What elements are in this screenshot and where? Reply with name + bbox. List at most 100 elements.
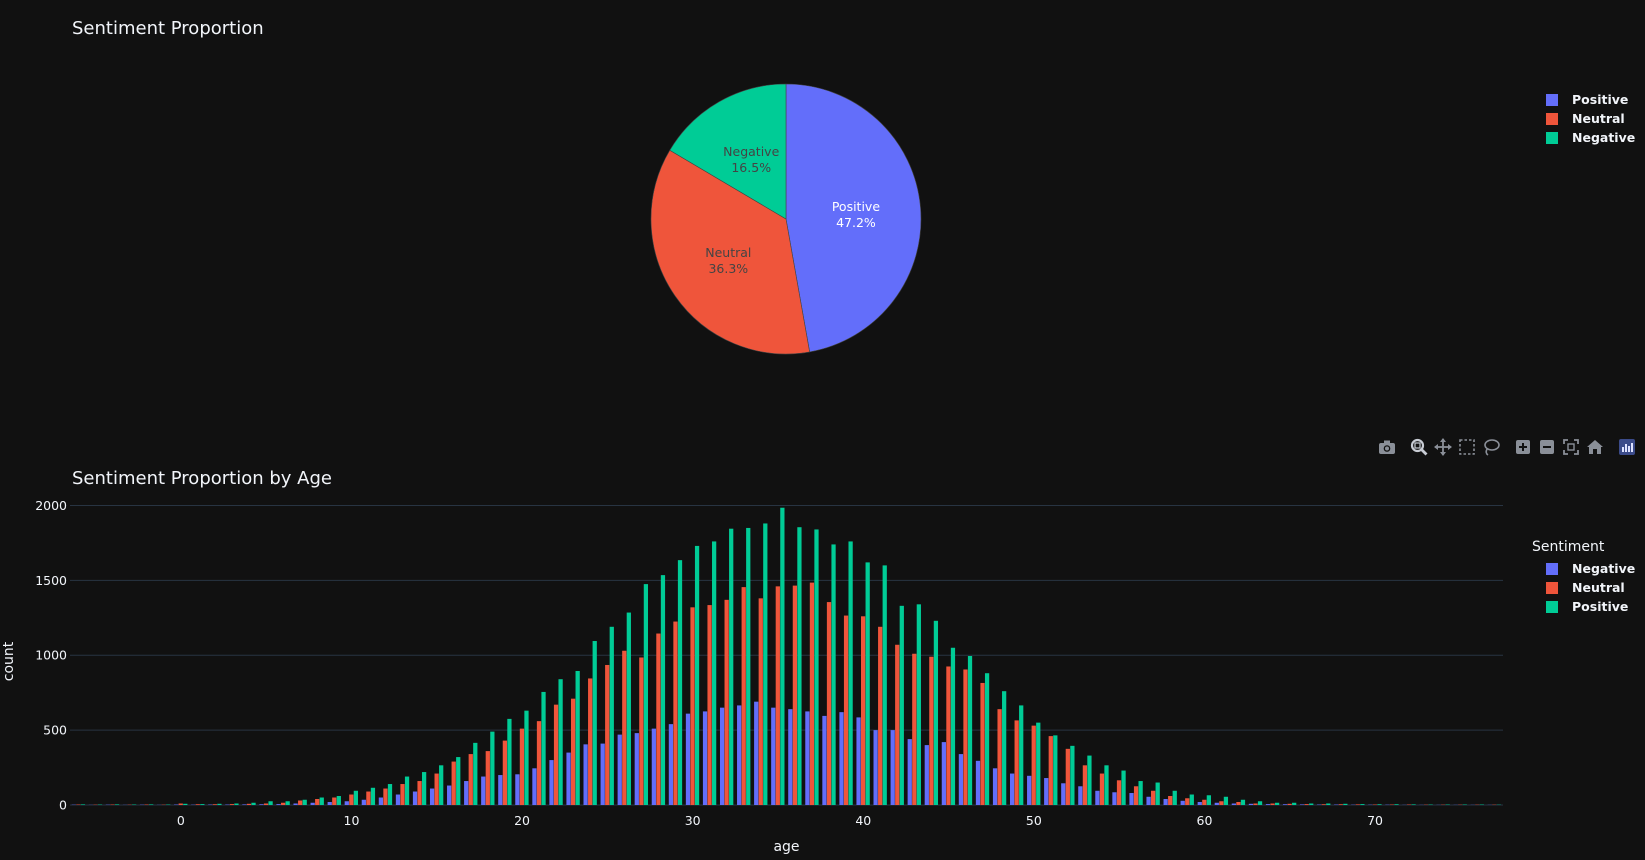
bar-negative[interactable] — [1061, 783, 1065, 805]
bar-negative[interactable] — [242, 804, 246, 805]
bar-negative[interactable] — [1146, 797, 1150, 805]
bar-neutral[interactable] — [980, 683, 984, 805]
bar-neutral[interactable] — [196, 804, 200, 805]
bar-positive[interactable] — [968, 656, 972, 805]
bar-neutral[interactable] — [537, 721, 541, 805]
bar-negative[interactable] — [686, 714, 690, 805]
bar-negative[interactable] — [1164, 799, 1168, 805]
bar-neutral[interactable] — [452, 762, 456, 805]
bar-legend-item-negative[interactable]: Negative — [1546, 559, 1635, 578]
bar-positive[interactable] — [115, 804, 119, 805]
bar-negative[interactable] — [822, 716, 826, 805]
bar-positive[interactable] — [1343, 804, 1347, 805]
bar-negative[interactable] — [276, 804, 280, 805]
bar-positive[interactable] — [985, 673, 989, 805]
bar-positive[interactable] — [1326, 804, 1330, 805]
bar-positive[interactable] — [848, 541, 852, 805]
bar-neutral[interactable] — [435, 774, 439, 805]
pie-legend-item-positive[interactable]: Positive — [1546, 90, 1635, 109]
bar-legend-item-positive[interactable]: Positive — [1546, 597, 1635, 616]
bar-neutral[interactable] — [1049, 736, 1053, 805]
bar-neutral[interactable] — [332, 798, 336, 805]
bar-negative[interactable] — [1078, 786, 1082, 805]
bar-negative[interactable] — [566, 753, 570, 805]
bar-positive[interactable] — [234, 804, 238, 805]
bar-negative[interactable] — [293, 804, 297, 805]
bar-negative[interactable] — [874, 730, 878, 805]
bar-positive[interactable] — [1121, 771, 1125, 805]
bar-positive[interactable] — [371, 788, 375, 805]
bar-positive[interactable] — [695, 546, 699, 805]
bar-positive[interactable] — [183, 804, 187, 805]
bar-negative[interactable] — [754, 702, 758, 805]
bar-chart[interactable]: 05001000150020000 10 20 30 40 50 60 70agecount — [0, 460, 1645, 860]
bar-positive[interactable] — [644, 584, 648, 805]
bar-neutral[interactable] — [929, 657, 933, 805]
bar-neutral[interactable] — [946, 666, 950, 805]
bar-positive[interactable] — [1411, 804, 1415, 805]
bar-neutral[interactable] — [554, 705, 558, 805]
bar-neutral[interactable] — [895, 645, 899, 805]
bar-negative[interactable] — [1112, 792, 1116, 805]
bar-positive[interactable] — [1036, 723, 1040, 805]
bar-neutral[interactable] — [793, 586, 797, 805]
bar-negative[interactable] — [328, 802, 332, 805]
bar-neutral[interactable] — [1134, 786, 1138, 805]
bar-neutral[interactable] — [997, 709, 1001, 805]
bar-neutral[interactable] — [656, 634, 660, 805]
bar-positive[interactable] — [149, 804, 153, 805]
bar-positive[interactable] — [814, 529, 818, 805]
bar-positive[interactable] — [678, 560, 682, 805]
bar-negative[interactable] — [1215, 803, 1219, 805]
bar-positive[interactable] — [712, 541, 716, 805]
bar-neutral[interactable] — [281, 803, 285, 805]
bar-neutral[interactable] — [1117, 780, 1121, 805]
bar-positive[interactable] — [268, 801, 272, 805]
bar-negative[interactable] — [430, 789, 434, 805]
bar-positive[interactable] — [1224, 797, 1228, 805]
bar-positive[interactable] — [1156, 783, 1160, 805]
bar-neutral[interactable] — [912, 654, 916, 805]
bar-neutral[interactable] — [878, 627, 882, 805]
bar-negative[interactable] — [1198, 802, 1202, 805]
bar-negative[interactable] — [362, 800, 366, 805]
bar-negative[interactable] — [891, 730, 895, 805]
bar-legend-item-neutral[interactable]: Neutral — [1546, 578, 1635, 597]
bar-positive[interactable] — [1241, 800, 1245, 805]
bar-neutral[interactable] — [1287, 804, 1291, 805]
bar-negative[interactable] — [720, 708, 724, 805]
bar-neutral[interactable] — [1322, 804, 1326, 805]
bar-positive[interactable] — [337, 796, 341, 805]
bar-neutral[interactable] — [639, 657, 643, 805]
bar-positive[interactable] — [286, 801, 290, 805]
bar-neutral[interactable] — [1168, 796, 1172, 805]
bar-positive[interactable] — [1207, 795, 1211, 805]
bar-neutral[interactable] — [1015, 720, 1019, 805]
bar-positive[interactable] — [422, 772, 426, 805]
bar-negative[interactable] — [908, 739, 912, 805]
bar-negative[interactable] — [601, 744, 605, 805]
bar-positive[interactable] — [200, 804, 204, 805]
bar-positive[interactable] — [81, 804, 85, 805]
bar-neutral[interactable] — [1083, 765, 1087, 805]
bar-neutral[interactable] — [400, 784, 404, 805]
bar-negative[interactable] — [925, 745, 929, 805]
bar-neutral[interactable] — [588, 678, 592, 805]
bar-positive[interactable] — [746, 528, 750, 805]
bar-neutral[interactable] — [1339, 804, 1343, 805]
bar-negative[interactable] — [1129, 793, 1133, 805]
bar-positive[interactable] — [1360, 804, 1364, 805]
bar-neutral[interactable] — [179, 804, 183, 805]
bar-neutral[interactable] — [503, 741, 507, 805]
bar-neutral[interactable] — [298, 801, 302, 805]
bar-negative[interactable] — [635, 733, 639, 805]
bar-positive[interactable] — [934, 621, 938, 805]
bar-neutral[interactable] — [1253, 804, 1257, 805]
bar-positive[interactable] — [439, 765, 443, 805]
bar-positive[interactable] — [1394, 804, 1398, 805]
bar-positive[interactable] — [1070, 746, 1074, 805]
bar-neutral[interactable] — [1305, 804, 1309, 805]
bar-negative[interactable] — [515, 774, 519, 805]
bar-neutral[interactable] — [315, 799, 319, 805]
